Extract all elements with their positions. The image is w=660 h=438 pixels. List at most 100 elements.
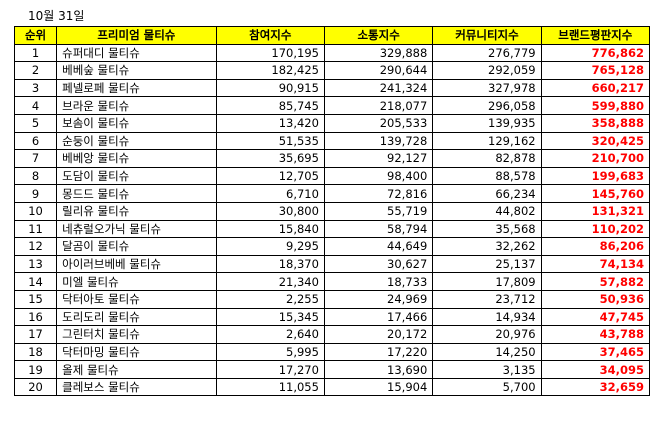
cell-communication-index: 24,969: [323, 289, 434, 309]
table-header-row: 순위 프리미엄 물티슈 참여지수 소통지수 커뮤니티지수 브랜드평판지수: [13, 26, 651, 45]
cell-communication-index: 20,172: [323, 325, 434, 344]
table-row: 4 브라운 물티슈 85,745 218,077 296,058 599,880: [13, 96, 651, 115]
cell-community-index: 17,809: [432, 272, 542, 291]
cell-brand-name: 베베앙 물티슈: [56, 149, 217, 168]
cell-brand-name: 브라운 물티슈: [56, 96, 217, 115]
cell-brand-reputation-index: 131,321: [540, 201, 651, 221]
cell-communication-index: 92,127: [323, 149, 434, 168]
cell-brand-name: 보솜이 물티슈: [56, 113, 217, 133]
cell-communication-index: 17,466: [323, 307, 434, 327]
cell-rank: 11: [13, 219, 58, 239]
table-row: 9 몽드드 물티슈 6,710 72,816 66,234 145,760: [13, 184, 651, 203]
cell-communication-index: 98,400: [323, 166, 434, 186]
cell-brand-name: 순둥이 물티슈: [56, 131, 217, 151]
cell-participation-index: 5,995: [215, 342, 325, 362]
cell-brand-reputation-index: 34,095: [540, 360, 651, 379]
cell-participation-index: 170,195: [215, 43, 325, 63]
cell-participation-index: 35,695: [215, 149, 325, 168]
table-row: 18 닥터마밍 물티슈 5,995 17,220 14,250 37,465: [13, 342, 651, 362]
cell-community-index: 35,568: [432, 219, 542, 239]
cell-rank: 5: [13, 113, 58, 133]
cell-communication-index: 241,324: [323, 78, 434, 98]
cell-community-index: 25,137: [432, 254, 542, 274]
cell-brand-reputation-index: 74,134: [540, 254, 651, 274]
table-row: 10 릴리유 물티슈 30,800 55,719 44,802 131,321: [13, 201, 651, 221]
header-communication-index: 소통지수: [323, 26, 434, 45]
ranking-table: 순위 프리미엄 물티슈 참여지수 소통지수 커뮤니티지수 브랜드평판지수 1 슈퍼…: [13, 26, 651, 397]
cell-participation-index: 12,705: [215, 166, 325, 186]
cell-rank: 19: [13, 360, 58, 379]
cell-brand-reputation-index: 358,888: [540, 113, 651, 133]
cell-brand-name: 닥터아토 물티슈: [56, 289, 217, 309]
cell-participation-index: 182,425: [215, 61, 325, 80]
cell-community-index: 327,978: [432, 78, 542, 98]
cell-communication-index: 72,816: [323, 184, 434, 203]
cell-brand-name: 몽드드 물티슈: [56, 184, 217, 203]
cell-brand-name: 슈퍼대디 물티슈: [56, 43, 217, 63]
cell-community-index: 32,262: [432, 237, 542, 256]
table-row: 6 순둥이 물티슈 51,535 139,728 129,162 320,425: [13, 131, 651, 151]
cell-participation-index: 13,420: [215, 113, 325, 133]
cell-communication-index: 44,649: [323, 237, 434, 256]
cell-rank: 2: [13, 61, 58, 80]
cell-communication-index: 329,888: [323, 43, 434, 63]
table-row: 16 도리도리 물티슈 15,345 17,466 14,934 47,745: [13, 307, 651, 327]
cell-rank: 10: [13, 201, 58, 221]
cell-rank: 17: [13, 325, 58, 344]
table-row: 13 아이러브베베 물티슈 18,370 30,627 25,137 74,134: [13, 254, 651, 274]
header-participation-index: 참여지수: [215, 26, 325, 45]
cell-rank: 13: [13, 254, 58, 274]
cell-brand-name: 네츄럴오가닉 물티슈: [56, 219, 217, 239]
cell-brand-name: 페넬로페 물티슈: [56, 78, 217, 98]
cell-participation-index: 2,255: [215, 289, 325, 309]
cell-brand-reputation-index: 57,882: [540, 272, 651, 291]
cell-communication-index: 205,533: [323, 113, 434, 133]
cell-rank: 3: [13, 78, 58, 98]
header-brand-name: 프리미엄 물티슈: [56, 26, 217, 45]
cell-community-index: 66,234: [432, 184, 542, 203]
cell-brand-reputation-index: 145,760: [540, 184, 651, 203]
table-row: 15 닥터아토 물티슈 2,255 24,969 23,712 50,936: [13, 289, 651, 309]
cell-rank: 14: [13, 272, 58, 291]
table-row: 17 그린터치 물티슈 2,640 20,172 20,976 43,788: [13, 325, 651, 344]
cell-participation-index: 30,800: [215, 201, 325, 221]
cell-brand-reputation-index: 599,880: [540, 96, 651, 115]
cell-community-index: 3,135: [432, 360, 542, 379]
table-row: 3 페넬로페 물티슈 90,915 241,324 327,978 660,217: [13, 78, 651, 98]
cell-brand-reputation-index: 199,683: [540, 166, 651, 186]
cell-rank: 7: [13, 149, 58, 168]
cell-brand-name: 달곰이 물티슈: [56, 237, 217, 256]
cell-communication-index: 15,904: [323, 377, 434, 397]
cell-brand-reputation-index: 47,745: [540, 307, 651, 327]
cell-participation-index: 18,370: [215, 254, 325, 274]
cell-rank: 9: [13, 184, 58, 203]
cell-community-index: 82,878: [432, 149, 542, 168]
cell-participation-index: 17,270: [215, 360, 325, 379]
cell-brand-reputation-index: 776,862: [540, 43, 651, 63]
cell-participation-index: 15,840: [215, 219, 325, 239]
cell-community-index: 23,712: [432, 289, 542, 309]
table-row: 14 미엘 물티슈 21,340 18,733 17,809 57,882: [13, 272, 651, 291]
table-row: 8 도담이 물티슈 12,705 98,400 88,578 199,683: [13, 166, 651, 186]
cell-brand-name: 도담이 물티슈: [56, 166, 217, 186]
cell-brand-reputation-index: 210,700: [540, 149, 651, 168]
cell-rank: 16: [13, 307, 58, 327]
cell-brand-reputation-index: 32,659: [540, 377, 651, 397]
cell-communication-index: 139,728: [323, 131, 434, 151]
table-row: 2 베베숲 물티슈 182,425 290,644 292,059 765,128: [13, 61, 651, 80]
cell-community-index: 14,934: [432, 307, 542, 327]
cell-communication-index: 55,719: [323, 201, 434, 221]
cell-communication-index: 290,644: [323, 61, 434, 80]
cell-community-index: 5,700: [432, 377, 542, 397]
cell-rank: 4: [13, 96, 58, 115]
cell-community-index: 129,162: [432, 131, 542, 151]
cell-community-index: 276,779: [432, 43, 542, 63]
cell-brand-name: 아이러브베베 물티슈: [56, 254, 217, 274]
cell-communication-index: 17,220: [323, 342, 434, 362]
cell-brand-name: 닥터마밍 물티슈: [56, 342, 217, 362]
cell-participation-index: 6,710: [215, 184, 325, 203]
table-row: 12 달곰이 물티슈 9,295 44,649 32,262 86,206: [13, 237, 651, 256]
cell-brand-name: 그린터치 물티슈: [56, 325, 217, 344]
header-brand-reputation-index: 브랜드평판지수: [540, 26, 651, 45]
cell-rank: 18: [13, 342, 58, 362]
